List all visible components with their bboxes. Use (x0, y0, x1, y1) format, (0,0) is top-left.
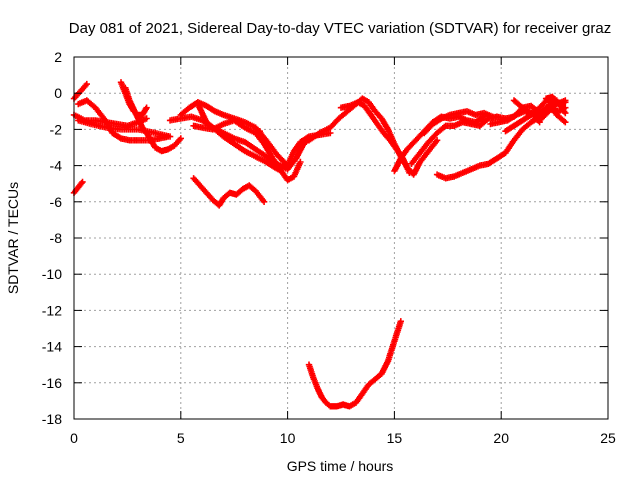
series-markers (75, 97, 172, 144)
y-tick-label: -16 (42, 375, 62, 391)
series-markers (75, 117, 174, 140)
y-tick-label: 0 (54, 85, 62, 101)
x-tick-label: 0 (70, 430, 78, 446)
series-arc7 (122, 84, 184, 155)
chart-title: Day 081 of 2021, Sidereal Day-to-day VTE… (69, 20, 611, 37)
axis-ticks: 0 5 10 15 20 25 -18 -16 -14 -12 -10 -8 -6 -4 -2 0 2 (42, 49, 616, 446)
x-tick-label: 5 (177, 430, 185, 446)
y-tick-label: -10 (42, 266, 62, 282)
x-axis-label: GPS time / hours (287, 458, 394, 474)
x-tick-label: 10 (280, 430, 296, 446)
series-markers (256, 128, 266, 140)
series-arc23 (510, 97, 543, 126)
series-markers (408, 113, 501, 167)
x-tick-label: 15 (387, 430, 403, 446)
series-arc25 (305, 318, 404, 410)
x-tick-label: 20 (493, 430, 509, 446)
y-tick-label: -14 (42, 339, 62, 355)
y-tick-label: -2 (50, 121, 63, 137)
series-arc18 (421, 108, 496, 137)
series-markers (510, 97, 543, 126)
y-tick-label: -18 (42, 411, 62, 427)
series-markers (305, 318, 404, 410)
y-tick-label: -4 (50, 158, 63, 174)
series-arc11 (194, 100, 285, 175)
series-arc12 (256, 128, 266, 140)
series-markers (194, 100, 285, 175)
series-markers (122, 84, 184, 155)
y-tick-label: -8 (50, 230, 63, 246)
series-markers (190, 117, 304, 184)
y-tick-label: -12 (42, 302, 62, 318)
series-arc4 (75, 97, 172, 144)
grid-lines (74, 57, 608, 419)
series-arc5 (75, 117, 174, 140)
series-arc15 (337, 99, 413, 176)
data-series (70, 79, 569, 410)
series-arc10 (190, 117, 304, 184)
series-markers (542, 93, 569, 108)
y-tick-label: 2 (54, 49, 62, 65)
series-arc17 (408, 113, 501, 167)
series-markers (421, 108, 496, 137)
series-markers (337, 99, 413, 176)
series-arc13 (190, 175, 268, 209)
x-tick-label: 25 (600, 430, 616, 446)
y-tick-label: -6 (50, 194, 63, 210)
y-axis-label: SDTVAR / TECUs (5, 182, 21, 294)
series-arc24 (542, 93, 569, 108)
series-markers (190, 175, 268, 209)
